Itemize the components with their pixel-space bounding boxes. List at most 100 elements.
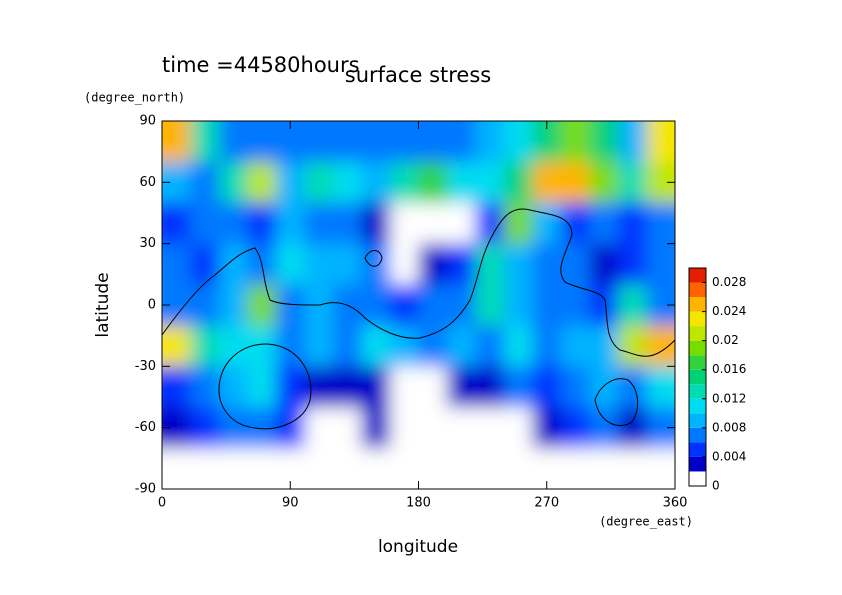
field-cell: [247, 121, 277, 163]
field-cell: [475, 284, 505, 326]
field-cell: [247, 448, 277, 489]
field-cell: [162, 448, 191, 489]
field-cell: [561, 161, 590, 204]
field-cell: [532, 366, 562, 408]
field-cell: [475, 243, 505, 286]
field-cell: [475, 448, 505, 489]
x-tick-label: 180: [406, 496, 431, 511]
field-cell: [561, 121, 590, 163]
colorbar-swatch: [689, 326, 706, 341]
chart-title: surface stress: [345, 63, 491, 87]
field-cell: [390, 325, 419, 367]
colorbar-label: 0.016: [712, 362, 746, 376]
field-cell: [589, 202, 619, 245]
field-cell: [618, 448, 647, 489]
field-cell: [190, 121, 220, 163]
field-cell: [304, 161, 334, 204]
x-tick-label: 270: [534, 496, 559, 511]
colorbar-swatch: [689, 442, 706, 457]
y-unit: (degree_north): [84, 91, 185, 105]
field-cell: [390, 243, 419, 286]
field-cell: [532, 202, 562, 245]
y-tick-label: 60: [139, 175, 156, 190]
field-cell: [589, 121, 619, 163]
y-axis-label: latitude: [93, 272, 113, 337]
field-cell: [447, 284, 476, 326]
x-unit: (degree_east): [599, 515, 693, 529]
field-cell: [219, 284, 248, 326]
field-cell: [304, 448, 334, 489]
field-layer: [162, 121, 675, 489]
field-cell: [333, 202, 362, 245]
field-cell: [447, 448, 476, 489]
field-cell: [390, 121, 419, 163]
colorbar-swatch: [689, 297, 706, 312]
time-label: time =44580hours: [162, 53, 360, 77]
field-cell: [447, 243, 476, 286]
x-axis-label: longitude: [378, 537, 458, 557]
field-cell: [447, 202, 476, 245]
field-cell: [561, 325, 590, 367]
field-cell: [532, 121, 562, 163]
field-cell: [646, 121, 675, 163]
field-cell: [532, 161, 562, 204]
field-cell: [304, 202, 334, 245]
colorbar-swatch: [689, 456, 706, 472]
field-cell: [589, 243, 619, 286]
field-cell: [190, 243, 220, 286]
field-cell: [276, 366, 305, 408]
field-cell: [418, 448, 448, 489]
field-cell: [618, 243, 647, 286]
field-cell: [162, 243, 191, 286]
field-cell: [304, 121, 334, 163]
field-cell: [247, 284, 277, 326]
field-cell: [333, 161, 362, 204]
field-cell: [618, 284, 647, 326]
field-cell: [561, 284, 590, 326]
field-cell: [618, 407, 647, 449]
field-cell: [162, 202, 191, 245]
field-cell: [418, 284, 448, 326]
y-tick-label: -60: [135, 420, 156, 435]
field-cell: [390, 448, 419, 489]
field-cell: [589, 161, 619, 204]
field-cell: [646, 366, 675, 408]
field-cell: [219, 366, 248, 408]
field-cell: [390, 161, 419, 204]
field-cell: [219, 121, 248, 163]
field-cell: [304, 407, 334, 449]
x-tick-label: 0: [158, 496, 166, 511]
field-cell: [190, 202, 220, 245]
y-tick-label: 30: [139, 236, 156, 251]
colorbar: 0 0.004 0.008 0.012 0.016 0.02 0.024 0.028: [688, 267, 746, 493]
field-cell: [361, 448, 391, 489]
colorbar-swatch: [689, 369, 706, 385]
field-cell: [618, 325, 647, 367]
field-cell: [646, 448, 675, 489]
field-cell: [219, 407, 248, 449]
field-cell: [418, 325, 448, 367]
field-cell: [475, 161, 505, 204]
field-cell: [561, 202, 590, 245]
field-cell: [589, 284, 619, 326]
field-cell: [561, 407, 590, 449]
field-cell: [504, 284, 533, 326]
field-cell: [561, 448, 590, 489]
field-cell: [418, 407, 448, 449]
y-tick-label: 90: [139, 114, 156, 129]
field-cell: [276, 161, 305, 204]
field-cell: [190, 407, 220, 449]
field-cell: [219, 202, 248, 245]
field-cell: [333, 243, 362, 286]
field-cell: [333, 366, 362, 408]
field-cell: [618, 161, 647, 204]
field-cell: [646, 243, 675, 286]
coastline: [364, 250, 383, 267]
field-cell: [162, 121, 191, 163]
field-cell: [504, 121, 533, 163]
field-cell: [561, 243, 590, 286]
contour-field: [162, 121, 675, 489]
field-cell: [447, 161, 476, 204]
y-tick-label: -90: [135, 482, 156, 497]
colorbar-label: 0.008: [712, 420, 746, 434]
